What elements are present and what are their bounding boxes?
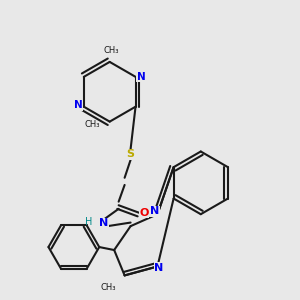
Text: CH₃: CH₃ xyxy=(84,120,100,129)
Text: N: N xyxy=(99,218,108,228)
Text: N: N xyxy=(154,263,164,273)
Text: N: N xyxy=(74,100,83,110)
Text: H: H xyxy=(85,217,92,227)
Text: O: O xyxy=(139,208,149,218)
Text: N: N xyxy=(150,206,159,216)
Text: S: S xyxy=(127,149,135,160)
Text: CH₃: CH₃ xyxy=(100,284,116,292)
Text: CH₃: CH₃ xyxy=(103,46,119,55)
Text: N: N xyxy=(136,72,145,82)
